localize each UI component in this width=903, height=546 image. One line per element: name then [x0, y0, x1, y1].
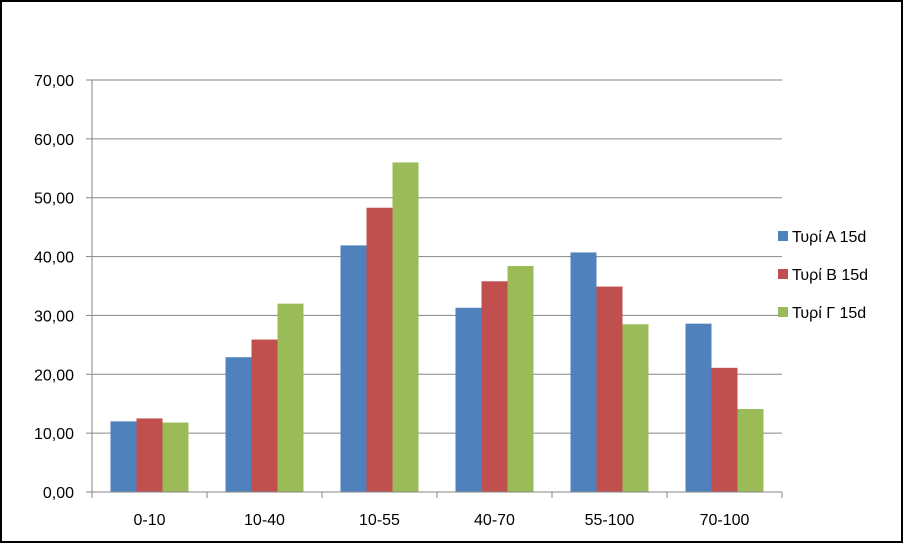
bar	[110, 421, 137, 492]
x-tick-label: 10-40	[244, 512, 285, 529]
bar	[481, 281, 508, 492]
bars	[110, 162, 764, 492]
x-axis-tick-labels: 0-10 10-40 10-55 40-70 55-100 70-100	[133, 512, 749, 529]
x-tick-label: 0-10	[133, 512, 165, 529]
bar	[596, 286, 623, 492]
x-tick-label: 10-55	[359, 512, 400, 529]
bar	[277, 303, 304, 492]
y-tick-label: 50,00	[34, 191, 74, 208]
bar	[366, 207, 393, 492]
bar	[570, 252, 597, 492]
x-tick-label: 40-70	[474, 512, 515, 529]
legend-label: Τυρί Β 15d	[792, 267, 868, 284]
y-tick-label: 20,00	[34, 367, 74, 384]
bar	[737, 409, 764, 492]
y-axis-tick-labels: 0,00 10,00 20,00 30,00 40,00 50,00 60,00 70,00	[34, 73, 74, 502]
y-tick-label: 70,00	[34, 73, 74, 90]
bar	[136, 418, 163, 492]
bar	[251, 339, 278, 492]
legend-label: Τυρί Α 15d	[792, 229, 866, 246]
bar	[340, 245, 367, 492]
y-tick-label: 60,00	[34, 132, 74, 149]
x-tick-label: 55-100	[585, 512, 635, 529]
legend: Τυρί Α 15d Τυρί Β 15d Τυρί Γ 15d	[778, 229, 868, 322]
y-tick-label: 10,00	[34, 426, 74, 443]
bar	[685, 323, 712, 492]
legend-label: Τυρί Γ 15d	[792, 305, 866, 322]
legend-swatch	[778, 307, 788, 317]
legend-swatch	[778, 231, 788, 241]
axes	[86, 79, 783, 498]
x-tick-label: 70-100	[700, 512, 750, 529]
bar	[392, 162, 419, 492]
gridlines	[92, 79, 782, 434]
bar	[162, 422, 189, 492]
bar	[507, 265, 534, 492]
y-tick-label: 30,00	[34, 308, 74, 325]
bar	[711, 367, 738, 492]
legend-swatch	[778, 269, 788, 279]
bar	[225, 357, 252, 492]
y-tick-label: 40,00	[34, 250, 74, 267]
y-tick-label: 0,00	[43, 485, 74, 502]
bar	[455, 307, 482, 492]
bar	[622, 324, 649, 492]
